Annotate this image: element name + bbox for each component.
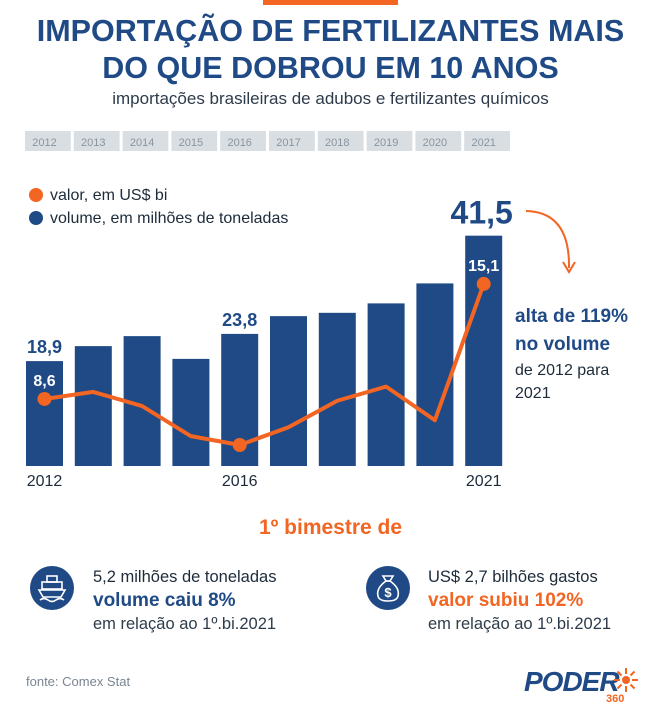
year-strip-cell (317, 131, 364, 151)
year-strip-label: 2014 (130, 137, 154, 149)
year-strip-cell (220, 131, 266, 151)
annotation-line3: de 2012 para (515, 362, 609, 379)
panel-value-line2: valor subiu 102% (428, 590, 584, 611)
x-axis-label: 2012 (27, 473, 63, 490)
volume-bar (26, 361, 63, 466)
year-strip-cell (464, 131, 510, 151)
bimestre-heading: 1º bimestre de (258, 516, 403, 539)
money-bag-icon: $ (366, 566, 410, 610)
poder-logo-360: 360 (606, 693, 625, 705)
value-point (476, 276, 491, 291)
year-strip-cell (366, 131, 413, 151)
bar-value-label: 18,9 (27, 337, 62, 357)
line-value-label: 8,6 (33, 373, 55, 390)
year-strip-label: 2013 (81, 137, 105, 149)
year-strip-label: 2015 (179, 137, 203, 149)
panel-volume: 5,2 milhões de toneladas volume caiu 8% … (93, 568, 276, 634)
subtitle: importações brasileiras de adubos e fert… (112, 89, 549, 108)
panel-volume-line1: 5,2 milhões de toneladas (93, 568, 277, 586)
year-strip-cell (269, 131, 315, 151)
value-point (232, 438, 247, 452)
year-strip-label: 2020 (423, 137, 447, 149)
volume-bar (270, 316, 307, 466)
year-strip-label: 2017 (276, 137, 300, 149)
legend-marker-volume (29, 211, 43, 225)
year-strip-label: 2021 (471, 137, 495, 149)
year-strip-cell (25, 131, 71, 151)
volume-bar (74, 346, 112, 466)
year-strip-label: 2012 (32, 137, 56, 149)
year-strip-label: 2016 (227, 137, 251, 149)
line-value-label: 6,0 (229, 419, 251, 436)
value-point (37, 391, 52, 406)
source-note: fonte: Comex Stat (26, 674, 131, 689)
legend-label-value: valor, em US$ bi (50, 187, 167, 204)
title-line-2: DO QUE DOBROU EM 10 ANOS (102, 51, 559, 85)
value-line (44, 283, 486, 447)
panel-value: US$ 2,7 bilhões gastos valor subiu 102% … (428, 568, 611, 634)
year-strip-cell (73, 131, 120, 151)
legend-label-volume: volume, em milhões de toneladas (50, 210, 288, 227)
year-strip-cell (122, 131, 169, 151)
x-axis-label: 2016 (222, 473, 258, 490)
poder-logo: PODER (524, 666, 620, 697)
annotation-line1: alta de 119% (515, 306, 628, 327)
chart: 2012 2013 2014 2015 2016 2017 2018 2019 2020 2021… (25, 131, 628, 490)
annotation-arrowhead (562, 261, 576, 274)
panel-volume-line3: em relação ao 1º.bi.2021 (93, 615, 277, 633)
year-strip-label: 2018 (325, 137, 349, 149)
panel-value-line3: em relação ao 1º.bi.2021 (428, 615, 612, 633)
annotation-arrow (525, 210, 571, 269)
bar-value-label: 41,5 (451, 195, 513, 231)
top-accent-bar (263, 0, 398, 5)
ship-icon (30, 566, 74, 610)
x-axis-label: 2021 (466, 473, 502, 490)
title-line-1: IMPORTAÇÃO DE FERTILIZANTES MAIS (36, 14, 625, 48)
panel-volume-line2: volume caiu 8% (93, 590, 236, 611)
annotation-line4: 2021 (515, 385, 551, 402)
legend-marker-value (29, 188, 43, 202)
volume-bar (172, 358, 210, 466)
volume-bar (416, 283, 454, 466)
annotation-line2: no volume (515, 334, 610, 355)
year-strip-cell (171, 131, 218, 151)
bar-value-label: 23,8 (222, 310, 257, 330)
sun-logo-icon (614, 668, 638, 692)
panel-value-line1: US$ 2,7 bilhões gastos (428, 568, 598, 586)
volume-bar (465, 235, 503, 466)
volume-bar (318, 312, 356, 466)
year-strip-cell (415, 131, 462, 151)
year-strip-label: 2019 (374, 137, 398, 149)
svg-text:$: $ (384, 585, 392, 600)
line-value-label: 15,1 (468, 258, 499, 275)
